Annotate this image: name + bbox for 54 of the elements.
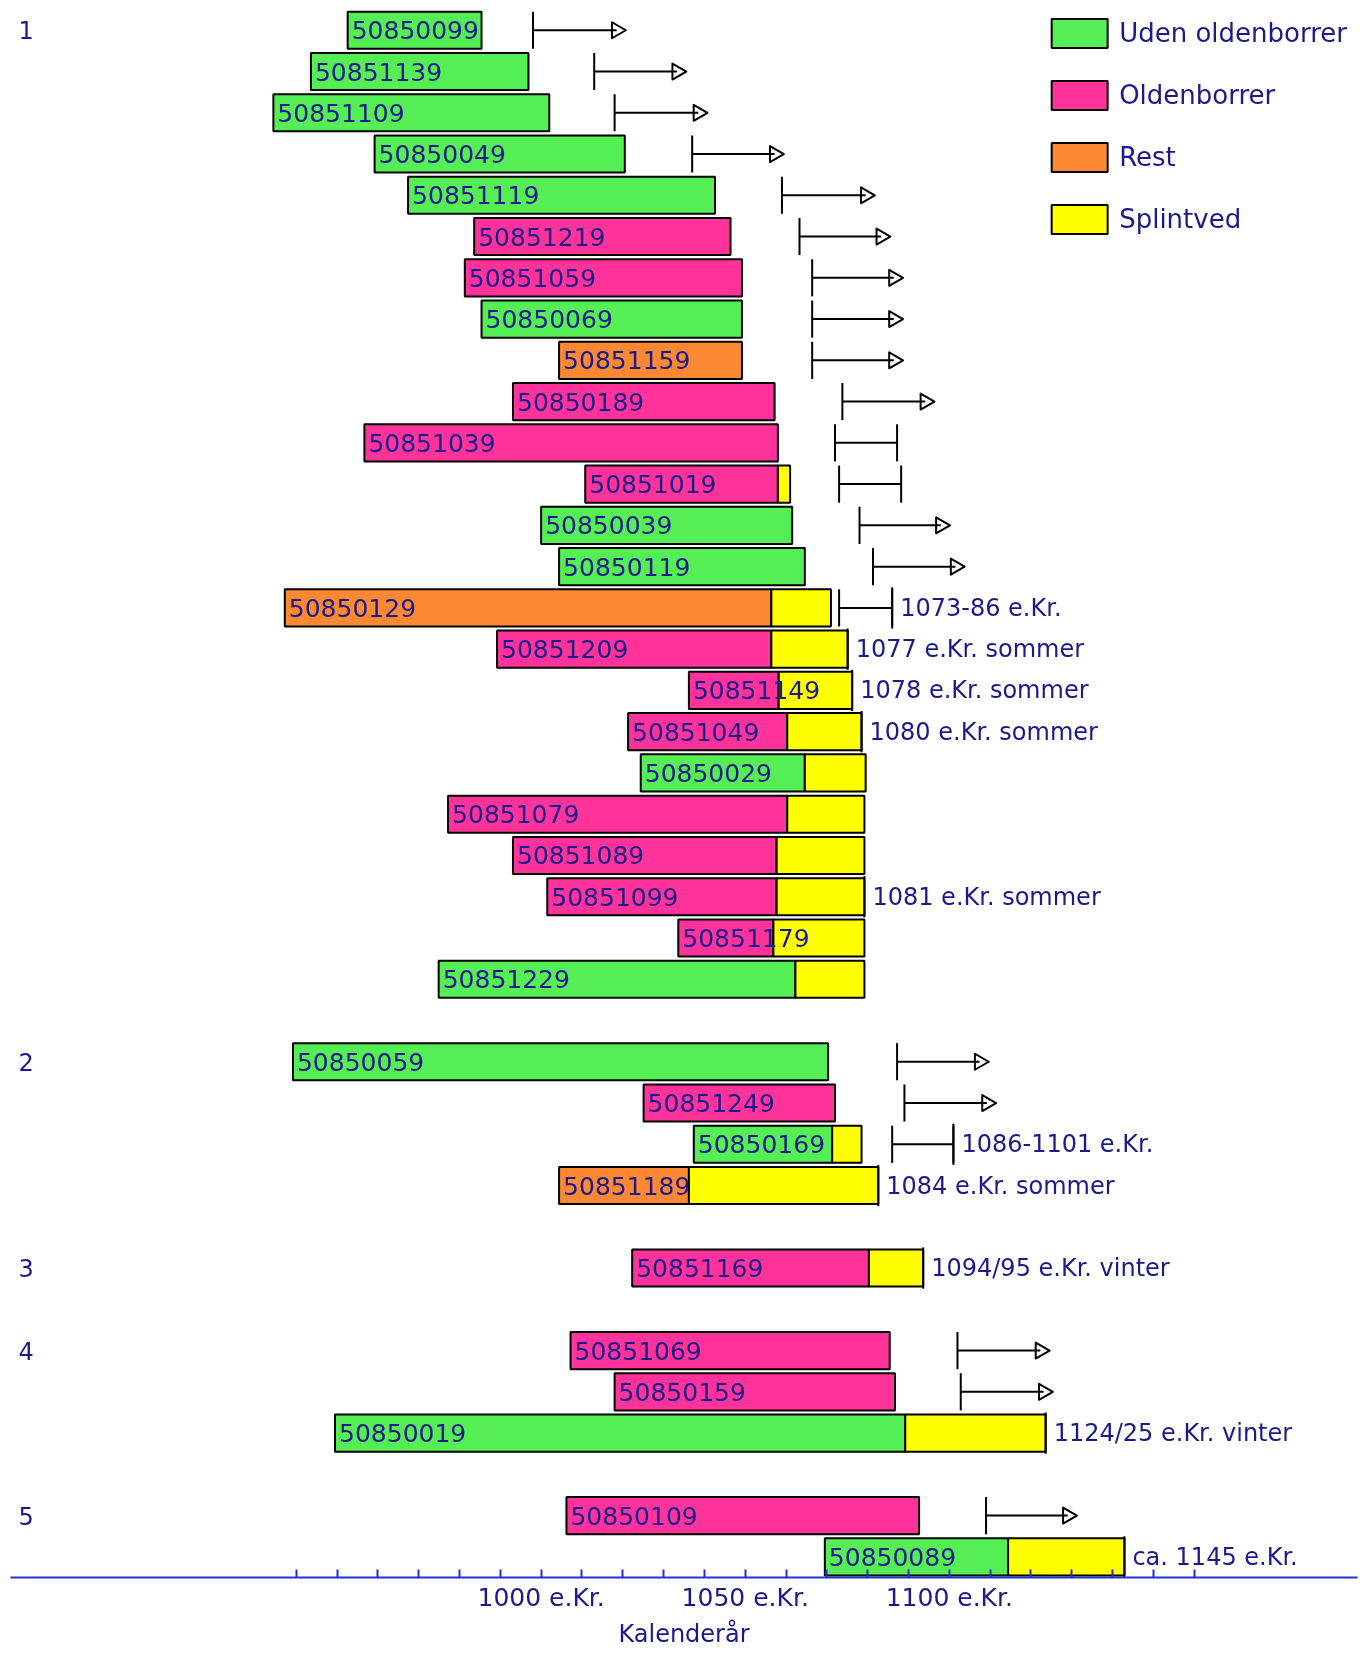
y-tick-label: 50851249: [647, 1089, 775, 1119]
x-tick-label: 1050 e.Kr.: [681, 1582, 809, 1612]
x-tick-label: 1100 e.Kr.: [885, 1582, 1013, 1612]
annotation: 3: [18, 1255, 34, 1284]
y-tick-label: 50851099: [551, 882, 679, 912]
y-tick-label: 50851139: [314, 57, 443, 87]
y-tick-label: 50851169: [636, 1254, 764, 1284]
y-tick-label: 50850109: [570, 1501, 698, 1531]
annotation: 1078 e.Kr. sommer: [860, 676, 1089, 705]
y-tick-label: 50851079: [452, 800, 580, 830]
y-tick-label: 50851209: [501, 635, 629, 665]
y-tick-label: 50851049: [632, 717, 760, 747]
legend-label: Rest: [1119, 142, 1176, 172]
y-tick-label: 50850069: [485, 305, 613, 335]
y-tick-label: 50850049: [378, 140, 506, 170]
y-tick-label: 50851119: [412, 181, 540, 211]
x-axis-title: Kalenderår: [618, 1618, 750, 1648]
y-tick-label: 50850119: [563, 552, 691, 582]
y-tick-label: 50850169: [697, 1130, 826, 1160]
legend-label: Splintved: [1119, 204, 1242, 234]
y-tick-label: 50850029: [644, 758, 772, 788]
legend-label: Oldenborrer: [1119, 80, 1276, 110]
annotation: 1077 e.Kr. sommer: [855, 635, 1085, 664]
legend-label: Uden oldenborrer: [1119, 18, 1347, 48]
y-tick-label: 50851069: [574, 1336, 702, 1366]
annotation: 4: [18, 1337, 34, 1366]
y-tick-label: 50850189: [516, 387, 645, 417]
y-tick-label: 50851219: [478, 222, 606, 252]
y-tick-label: 50850039: [545, 511, 673, 541]
x-tick-label: 1000 e.Kr.: [477, 1582, 605, 1612]
annotation: 1124/25 e.Kr. vinter: [1053, 1419, 1293, 1448]
y-tick-label: 50851089: [516, 841, 645, 871]
annotation: 2: [18, 1048, 34, 1077]
y-tick-label: 50851109: [277, 98, 405, 128]
annotation: 1084 e.Kr. sommer: [886, 1171, 1115, 1200]
y-tick-label: 50850129: [288, 593, 417, 623]
y-tick-label: 50850059: [296, 1047, 425, 1077]
annotation: 5: [18, 1502, 34, 1531]
y-tick-label: 50850089: [828, 1542, 957, 1572]
y-tick-label: 50850159: [618, 1377, 746, 1407]
annotation: 1080 e.Kr. sommer: [869, 717, 1099, 746]
y-tick-label: 50851159: [563, 346, 691, 376]
annotation: 1094/95 e.Kr. vinter: [931, 1254, 1170, 1283]
annotation: 1081 e.Kr. sommer: [872, 882, 1101, 911]
annotation: 1073-86 e.Kr.: [900, 593, 1062, 622]
y-tick-label: 50851059: [468, 263, 597, 293]
annotation: ca. 1145 e.Kr.: [1132, 1542, 1298, 1571]
y-tick-label: 50851019: [589, 470, 717, 500]
annotation: 1: [18, 17, 34, 46]
y-tick-label: 50850099: [351, 16, 479, 46]
y-tick-label: 50851039: [368, 428, 496, 458]
annotation: 1086-1101 e.Kr.: [961, 1130, 1154, 1159]
y-tick-label: 50850019: [339, 1419, 467, 1449]
y-tick-label: 50851229: [442, 965, 570, 995]
